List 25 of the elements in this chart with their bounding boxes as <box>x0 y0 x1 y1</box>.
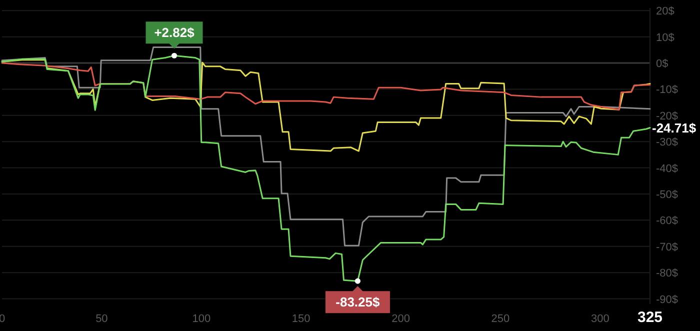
y-tick-label: 10$ <box>656 32 674 44</box>
y-tick-label: -10$ <box>656 84 678 96</box>
line-series <box>1 62 651 110</box>
y-tick-label: -80$ <box>656 268 678 280</box>
line-series <box>1 46 651 246</box>
y-tick-label: -50$ <box>656 188 678 201</box>
annotation: +2.82$ <box>154 25 196 40</box>
y-tick-label: 0$ <box>656 58 668 70</box>
y-tick-label: -70$ <box>656 241 678 254</box>
x-tick-label: 100 <box>192 313 211 325</box>
y-tick-label: -60$ <box>656 215 678 228</box>
y-tick-label: -40$ <box>656 162 678 175</box>
y-tick-label: -20$ <box>656 110 678 122</box>
x-tick-label: 250 <box>491 313 510 325</box>
x-tick-label: 200 <box>392 313 410 325</box>
line-series <box>1 59 651 152</box>
annotation: -24.71$ <box>652 120 697 136</box>
annotation: -83.25$ <box>336 294 381 310</box>
x-tick-label: 325 <box>637 309 663 326</box>
y-tick-label: 20$ <box>656 6 674 18</box>
x-tick-label: 50 <box>96 313 108 325</box>
y-tick-label: -90$ <box>656 294 678 306</box>
y-tick-label: -30$ <box>656 136 678 149</box>
x-tick-label: 300 <box>590 313 610 325</box>
x-tick-label: 150 <box>292 313 310 325</box>
